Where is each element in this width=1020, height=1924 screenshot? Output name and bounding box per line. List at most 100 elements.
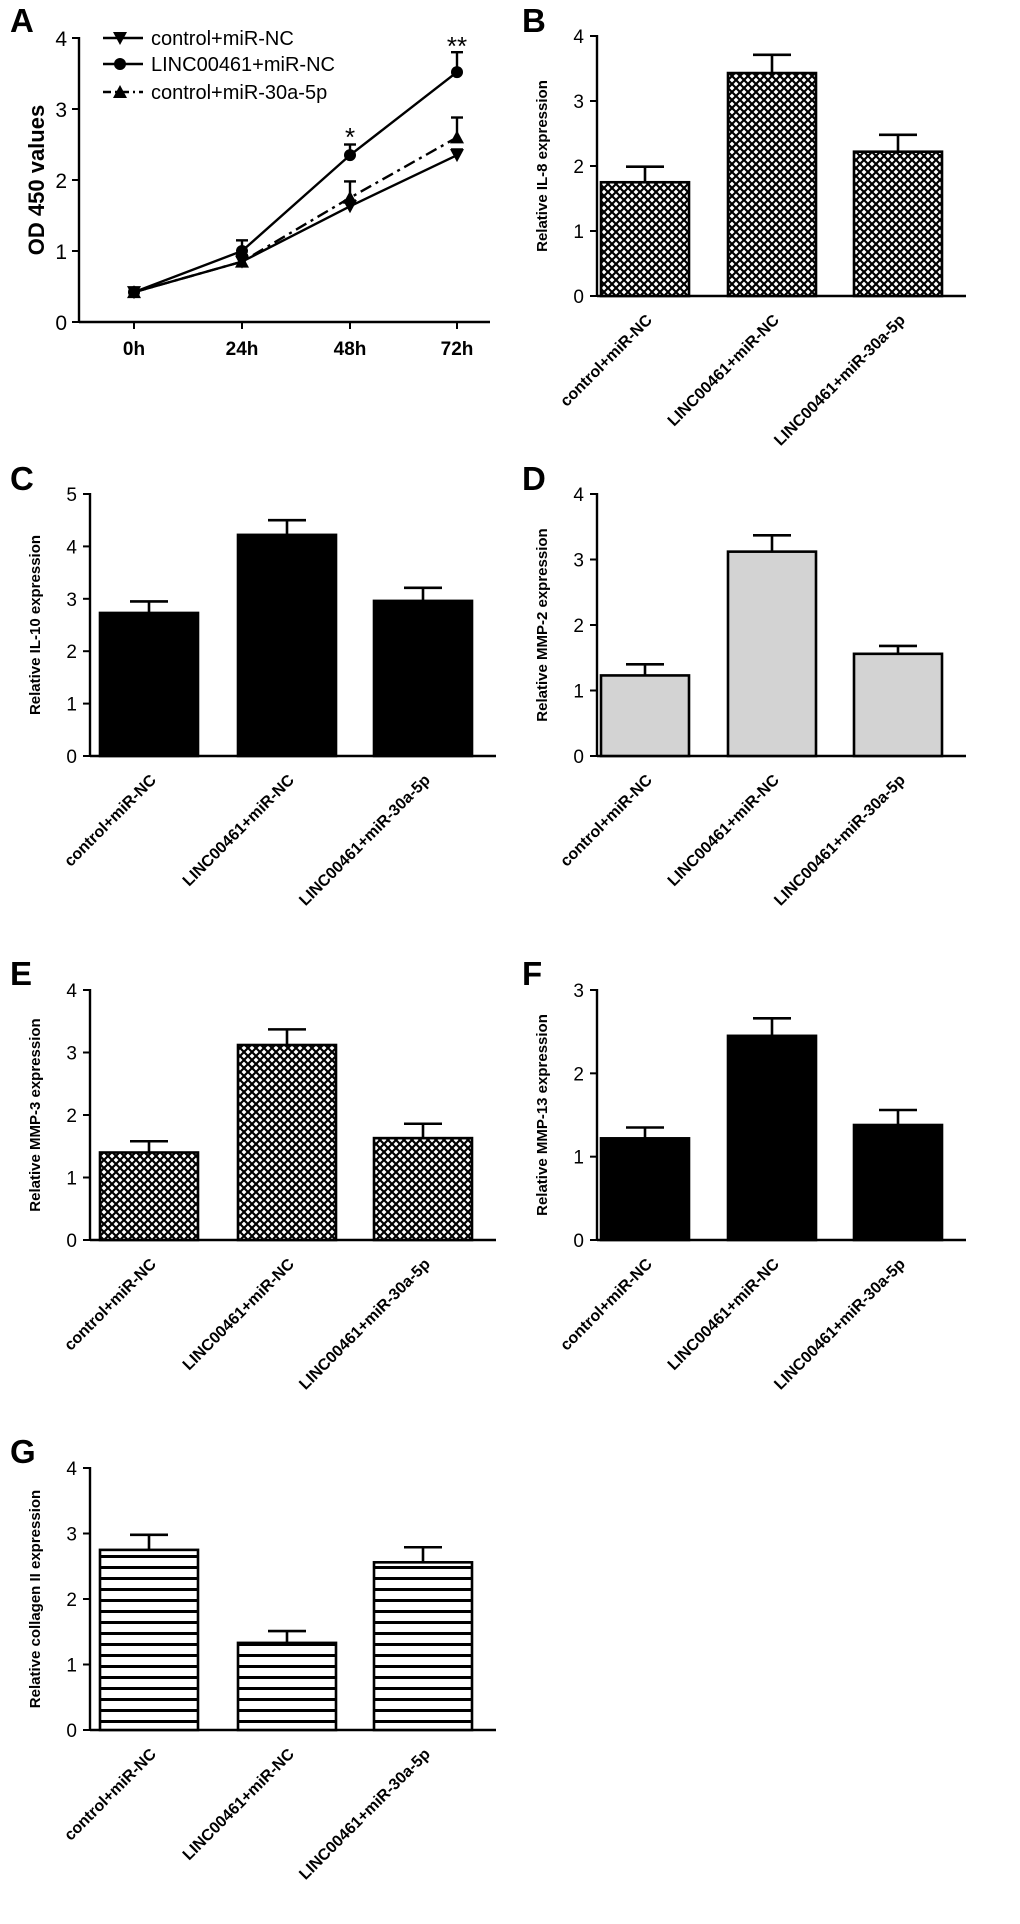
y-tick-label: 2 bbox=[55, 170, 67, 193]
category-label: control+miR-NC bbox=[61, 1745, 160, 1844]
y-tick-label: 2 bbox=[573, 616, 584, 637]
bar bbox=[98, 1151, 200, 1242]
triangle-down-marker bbox=[450, 149, 464, 163]
series-line bbox=[133, 71, 458, 294]
y-tick-label: 0 bbox=[573, 287, 584, 308]
bar bbox=[372, 599, 474, 758]
bar bbox=[726, 1034, 818, 1242]
category-label: LINC00461+miR-30a-5p bbox=[771, 772, 909, 910]
y-axis-label: Relative MMP-3 expression bbox=[27, 1018, 44, 1211]
category-label: LINC00461+miR-30a-5p bbox=[296, 772, 434, 910]
y-tick-label: 4 bbox=[66, 537, 77, 558]
category-label: control+miR-NC bbox=[557, 311, 656, 410]
y-tick-label: 0 bbox=[66, 747, 77, 768]
panel-e: E 0 1 2 3 4 Relative MMP-3 expression control+m… bbox=[10, 955, 496, 1393]
category-label: LINC00461+miR-NC bbox=[665, 1255, 783, 1373]
panel-g: G 0 1 2 3 4 Relative collagen II expression con… bbox=[10, 1433, 496, 1883]
y-tick-label: 4 bbox=[66, 981, 77, 1002]
category-label: LINC00461+miR-30a-5p bbox=[771, 1256, 909, 1394]
panel-d: D 0 1 2 3 4 Relative MMP-2 expression control+m… bbox=[522, 460, 966, 909]
y-tick-label: 4 bbox=[573, 27, 584, 48]
triangle-down-marker bbox=[113, 32, 127, 45]
y-tick-label: 5 bbox=[66, 485, 77, 506]
significance-mark: ** bbox=[447, 31, 467, 61]
y-tick-label: 1 bbox=[66, 1656, 77, 1677]
panel-b: B 0 1 2 3 4 Relative IL-8 expression control+mi… bbox=[522, 2, 966, 449]
circle-marker bbox=[236, 245, 248, 257]
legend-label: control+miR-NC bbox=[151, 28, 294, 50]
panel-letter: G bbox=[10, 1433, 36, 1470]
y-tick-label: 2 bbox=[573, 157, 584, 178]
y-axis-label: Relative MMP-13 expression bbox=[534, 1014, 551, 1216]
y-tick-label: 3 bbox=[573, 551, 584, 572]
significance-mark: * bbox=[345, 122, 355, 152]
bar bbox=[726, 71, 818, 298]
category-label: LINC00461+miR-30a-5p bbox=[296, 1746, 434, 1884]
panel-letter: B bbox=[522, 2, 546, 39]
y-tick-label: 4 bbox=[573, 485, 584, 506]
y-tick-label: 2 bbox=[66, 1106, 77, 1127]
panel-letter: A bbox=[10, 2, 34, 39]
y-tick-label: 0 bbox=[573, 1231, 584, 1252]
x-tick-label: 48h bbox=[334, 339, 367, 360]
y-tick-label: 1 bbox=[573, 1148, 584, 1169]
x-tick-label: 0h bbox=[123, 339, 145, 360]
panel-letter: E bbox=[10, 955, 32, 992]
x-tick-label: 24h bbox=[226, 339, 259, 360]
category-label: control+miR-NC bbox=[557, 771, 656, 870]
bar bbox=[726, 550, 818, 758]
category-label: LINC00461+miR-NC bbox=[665, 771, 783, 889]
category-label: LINC00461+miR-NC bbox=[180, 1745, 298, 1863]
y-axis-label: Relative collagen II expression bbox=[27, 1490, 44, 1708]
legend-entry-2: LINC00461+miR-NC bbox=[103, 54, 335, 76]
series-line bbox=[133, 136, 458, 294]
y-tick-label: 4 bbox=[66, 1459, 77, 1480]
circle-marker bbox=[344, 149, 356, 162]
y-axis-label: OD 450 values bbox=[24, 105, 49, 255]
y-tick-label: 3 bbox=[66, 590, 77, 611]
triangle-up-marker bbox=[343, 190, 357, 204]
bar bbox=[98, 1548, 200, 1732]
series-line bbox=[133, 154, 458, 294]
circle-marker bbox=[451, 66, 463, 79]
category-label: control+miR-NC bbox=[557, 1255, 656, 1354]
category-label: LINC00461+miR-NC bbox=[180, 1255, 298, 1373]
bar bbox=[236, 1043, 338, 1242]
y-axis-label: Relative IL-10 expression bbox=[27, 535, 44, 715]
category-label: LINC00461+miR-30a-5p bbox=[296, 1256, 434, 1394]
y-tick-label: 4 bbox=[55, 28, 67, 51]
category-label: LINC00461+miR-NC bbox=[665, 311, 783, 429]
panel-c: C 0 1 2 3 4 5 Relative IL-10 expression control+… bbox=[10, 460, 496, 909]
panel-letter: C bbox=[10, 460, 34, 497]
bar bbox=[599, 1137, 691, 1242]
y-tick-label: 1 bbox=[573, 682, 584, 703]
legend-label: LINC00461+miR-NC bbox=[151, 54, 335, 76]
y-tick-label: 0 bbox=[55, 312, 67, 335]
y-tick-label: 0 bbox=[66, 1721, 77, 1742]
triangle-up-marker bbox=[235, 254, 249, 268]
category-label: LINC00461+miR-30a-5p bbox=[771, 312, 909, 450]
y-tick-label: 2 bbox=[66, 1590, 77, 1611]
panel-letter: F bbox=[522, 955, 542, 992]
bar bbox=[372, 1561, 474, 1732]
category-label: control+miR-NC bbox=[61, 771, 160, 870]
x-tick-label: 72h bbox=[441, 339, 474, 360]
triangle-up-marker bbox=[127, 285, 141, 299]
panel-f: F 0 1 2 3 Relative MMP-13 expression control+m… bbox=[522, 955, 966, 1393]
y-tick-label: 0 bbox=[573, 747, 584, 768]
y-tick-label: 0 bbox=[66, 1231, 77, 1252]
bar bbox=[372, 1136, 474, 1242]
circle-marker bbox=[114, 58, 126, 70]
y-tick-label: 2 bbox=[573, 1064, 584, 1085]
y-tick-label: 3 bbox=[573, 92, 584, 113]
y-axis-label: Relative MMP-2 expression bbox=[534, 528, 551, 721]
legend-entry-3: control+miR-30a-5p bbox=[103, 82, 327, 104]
y-tick-label: 1 bbox=[66, 1169, 77, 1190]
bar bbox=[599, 674, 691, 758]
legend-entry-1: control+miR-NC bbox=[103, 28, 294, 50]
panel-letter: D bbox=[522, 460, 546, 497]
bar bbox=[852, 1123, 944, 1242]
bar bbox=[236, 533, 338, 758]
